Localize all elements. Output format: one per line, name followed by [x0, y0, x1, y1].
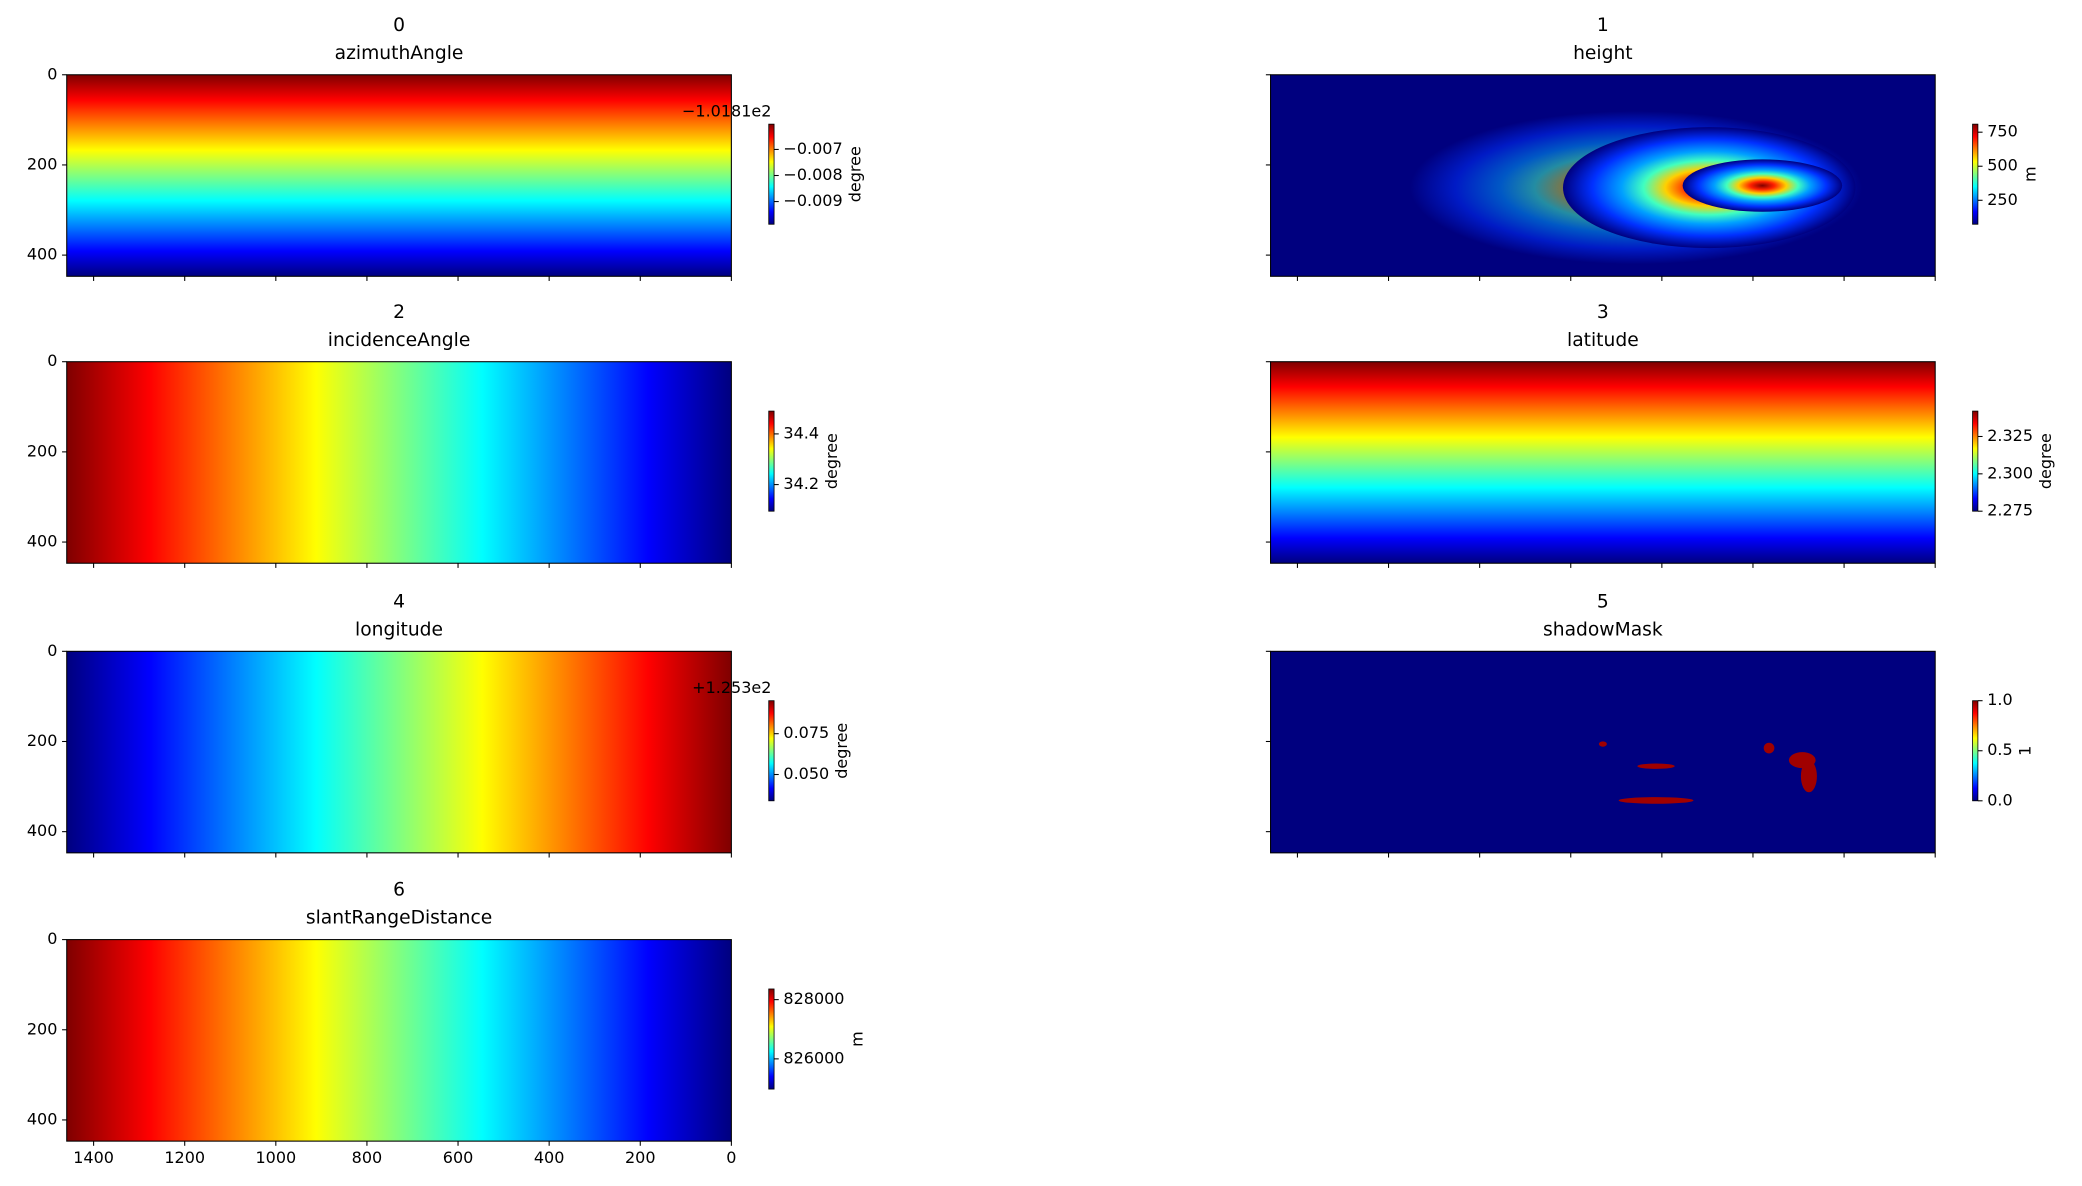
subplot-title: latitude	[1567, 330, 1639, 351]
subplot-title: height	[1573, 43, 1633, 64]
subplot: 2 incidenceAngle 0 200 400 34.4 34.2 degree	[27, 302, 841, 568]
x-tick-label: 600	[443, 1148, 474, 1167]
subplot-title: azimuthAngle	[335, 43, 464, 64]
colorbar-tick-label: 0.5	[1987, 740, 2012, 759]
x-tick-label: 0	[726, 1148, 736, 1167]
x-tick-label: 800	[352, 1148, 383, 1167]
colorbar	[1972, 700, 1979, 802]
heatmap-image	[1270, 651, 1936, 853]
y-tick-label: 400	[27, 821, 58, 840]
subplot: 4 longitude 0 200 400 0.075 0.050 degree +1.253e…	[27, 591, 851, 858]
y-tick-label: 200	[27, 154, 58, 173]
subplot-number: 3	[1597, 302, 1609, 323]
y-tick-label: 200	[27, 441, 58, 460]
subplot-number: 0	[393, 15, 405, 36]
colorbar-tick-label: −0.007	[783, 139, 842, 158]
subplot-number: 4	[393, 591, 405, 612]
x-tick-label: 1200	[164, 1148, 205, 1167]
colorbar	[1972, 410, 1979, 512]
subplot-number: 5	[1597, 591, 1609, 612]
colorbar-offset: +1.253e2	[692, 678, 771, 697]
x-tick-label: 1000	[255, 1148, 296, 1167]
heatmap-image	[1598, 741, 1607, 747]
subplot-title: incidenceAngle	[328, 330, 471, 351]
subplot-number: 2	[393, 302, 405, 323]
axes-frame	[66, 939, 732, 1142]
colorbar-offset: −1.0181e2	[682, 102, 771, 121]
y-tick-label: 0	[47, 351, 57, 370]
colorbar-tick-label: 1.0	[1987, 690, 2012, 709]
heatmap-image	[1800, 760, 1817, 793]
axes-frame	[66, 74, 732, 277]
subplot: 0 azimuthAngle 0 200 400 −0.007 −0.008 −0.009 de…	[27, 15, 864, 281]
colorbar-tick-label: −0.009	[783, 191, 842, 210]
colorbar-tick-label: 750	[1987, 122, 2018, 141]
y-tick-label: 0	[47, 64, 57, 83]
y-tick-label: 400	[27, 1109, 58, 1128]
y-tick-label: 0	[47, 929, 57, 948]
colorbar-tick-label: 0.075	[783, 723, 829, 742]
heatmap-image	[66, 651, 732, 853]
subplot-title: slantRangeDistance	[306, 908, 492, 929]
y-tick-label: 200	[27, 731, 58, 750]
y-tick-label: 0	[47, 641, 57, 660]
colorbar-label: m	[847, 1031, 866, 1047]
x-tick-label: 1400	[73, 1148, 114, 1167]
heatmap-image	[1682, 159, 1843, 212]
colorbar-tick-label: 828000	[783, 989, 844, 1008]
heatmap-image	[66, 74, 732, 277]
colorbar-tick-label: 2.325	[1987, 426, 2033, 445]
heatmap-image	[1618, 797, 1694, 804]
subplot-number: 1	[1597, 15, 1609, 36]
y-tick-label: 400	[27, 245, 58, 264]
subplot-title: longitude	[355, 619, 443, 640]
y-tick-label: 200	[27, 1019, 58, 1038]
colorbar-label: degree	[845, 146, 864, 202]
colorbar-tick-label: 0.050	[783, 764, 829, 783]
subplot: 6 slantRangeDistance 1400 1200 1000 800 600 400…	[27, 880, 867, 1167]
colorbar-tick-label: 826000	[783, 1048, 844, 1067]
colorbar-tick-label: 34.4	[783, 423, 819, 442]
subplot-number: 6	[393, 880, 405, 901]
y-tick-label: 400	[27, 532, 58, 551]
subplot: 5 shadowMask 1.0 0.5 0.0 1	[1265, 591, 2035, 858]
colorbar-tick-label: 0.0	[1987, 790, 2012, 809]
axes-frame	[66, 361, 732, 564]
colorbar-label: degree	[822, 433, 841, 489]
heatmap-image	[1763, 742, 1775, 754]
colorbar-tick-label: 34.2	[783, 474, 819, 493]
subplot-title: shadowMask	[1543, 619, 1663, 640]
axes-frame	[1270, 650, 1936, 854]
x-tick-label: 200	[625, 1148, 656, 1167]
colorbar-label: degree	[2036, 433, 2055, 489]
axes-frame	[1270, 74, 1936, 277]
colorbar-label: degree	[832, 723, 851, 779]
colorbar-label: 1	[2016, 746, 2035, 756]
colorbar	[768, 123, 775, 225]
x-tick-label: 400	[534, 1148, 565, 1167]
colorbar	[768, 988, 775, 1090]
colorbar-tick-label: 2.275	[1987, 501, 2033, 520]
colorbar-tick-label: 500	[1987, 156, 2018, 175]
heatmap-image	[1270, 361, 1936, 564]
heatmap-image	[1637, 763, 1675, 769]
colorbar-tick-label: −0.008	[783, 165, 842, 184]
colorbar	[1972, 123, 1979, 225]
axes-frame	[66, 650, 732, 854]
colorbar	[768, 410, 775, 512]
heatmap-image	[66, 939, 732, 1142]
colorbar-tick-label: 2.300	[1987, 463, 2033, 482]
heatmap-image	[66, 361, 732, 564]
colorbar-tick-label: 250	[1987, 190, 2018, 209]
axes-frame	[1270, 361, 1936, 564]
colorbar	[768, 700, 775, 802]
colorbar-label: m	[2021, 166, 2040, 182]
